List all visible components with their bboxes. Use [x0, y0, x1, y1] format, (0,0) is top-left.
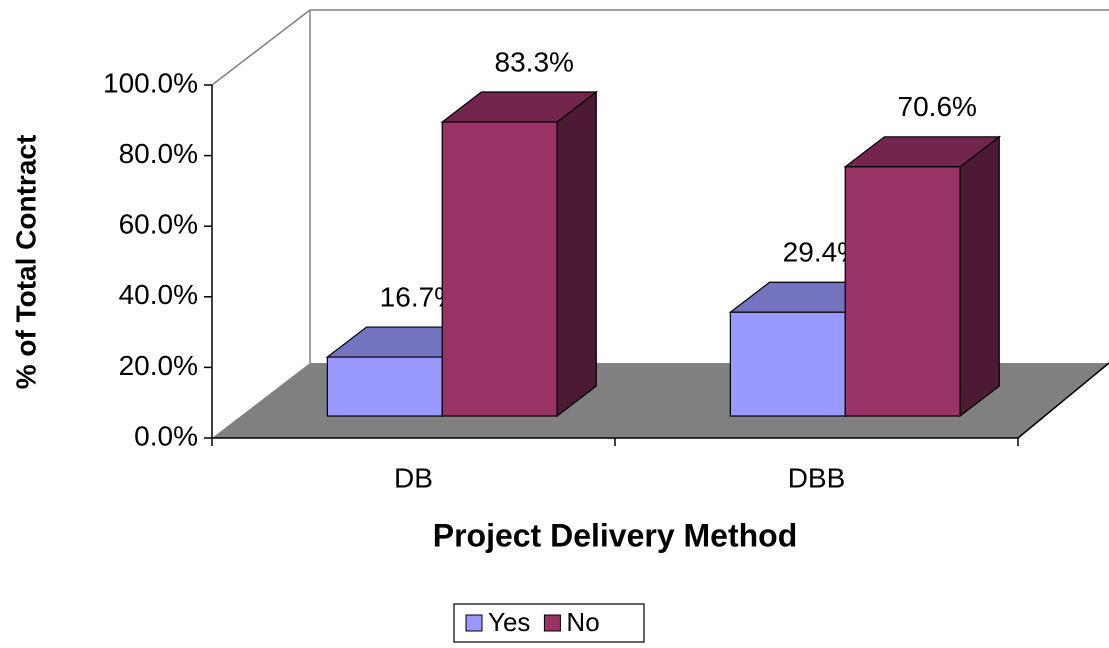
bar [440, 90, 599, 418]
x-tick-label: DBB [788, 462, 846, 493]
bar-front [729, 311, 846, 417]
value-label: 83.3% [495, 46, 574, 77]
y-tick-label: 100.0% [103, 67, 198, 98]
bar-front [441, 121, 558, 417]
y-tick-label: 0.0% [134, 420, 198, 451]
bar-front [326, 356, 443, 417]
legend-label: No [566, 607, 599, 637]
y-axis-title: % of Total Contract [10, 135, 41, 390]
y-tick-label: 60.0% [119, 209, 198, 240]
y-tick-label: 40.0% [119, 279, 198, 310]
bar [843, 135, 1002, 418]
value-label: 70.6% [898, 91, 977, 122]
x-tick-label: DB [394, 462, 433, 493]
legend-swatch [543, 614, 561, 632]
bar-side [556, 90, 597, 418]
legend-label: Yes [488, 607, 530, 637]
bar-front [844, 166, 961, 417]
legend: Yes No [465, 607, 600, 637]
bar-side [959, 135, 1000, 418]
wall-edge [211, 9, 311, 86]
y-tick-label: 20.0% [119, 350, 198, 381]
y-tick-label: 80.0% [119, 138, 198, 169]
x-axis-title: Project Delivery Method [433, 517, 798, 553]
legend-swatch [465, 614, 483, 632]
floor-edge [1017, 362, 1109, 439]
